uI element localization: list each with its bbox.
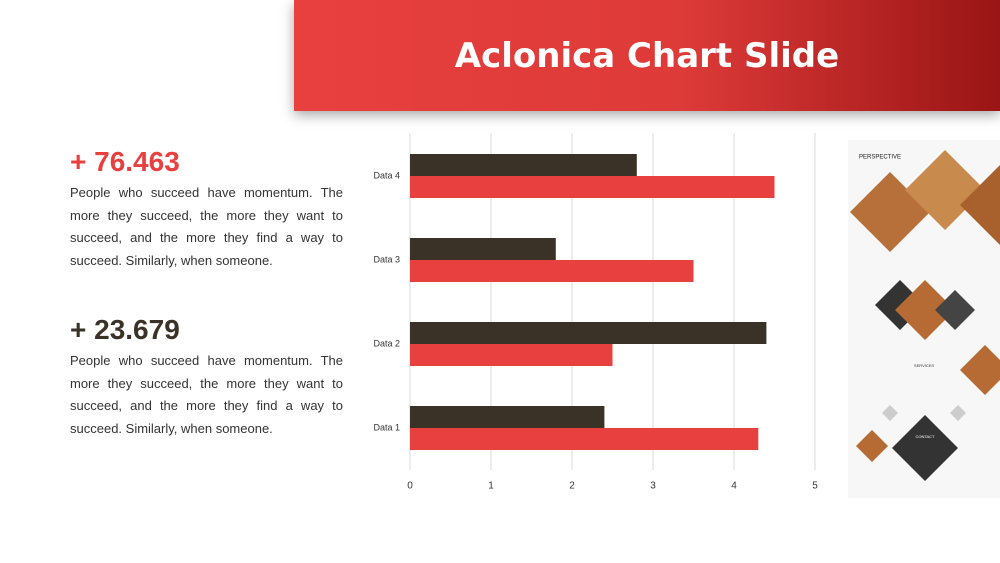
thumb-diamond <box>856 430 888 462</box>
stat: + 76.463 People who succeed have momentu… <box>70 146 343 272</box>
thumb-diamond <box>935 290 975 330</box>
thumb-contact: CONTACT <box>915 434 935 439</box>
bar <box>410 238 556 260</box>
slide-title: Aclonica Chart Slide <box>454 35 840 76</box>
y-tick-label: Data 4 <box>373 170 400 180</box>
bar <box>410 322 767 344</box>
x-tick-label: 3 <box>650 481 656 492</box>
stat: + 23.679 People who succeed have momentu… <box>70 314 343 440</box>
x-tick-label: 4 <box>731 481 737 492</box>
thumb-diamond <box>895 280 955 340</box>
x-tick-label: 0 <box>407 481 413 492</box>
bar <box>410 428 759 450</box>
thumb-diamond <box>960 345 1000 395</box>
y-tick-label: Data 2 <box>373 338 400 348</box>
stat-value: + 76.463 <box>70 146 180 177</box>
thumb-diamond <box>960 165 1000 245</box>
x-tick-label: 5 <box>812 481 818 492</box>
thumb-diamond <box>882 405 898 421</box>
stat-text: People who succeed have momentum. The mo… <box>70 353 343 436</box>
bar <box>410 344 613 366</box>
y-tick-label: Data 3 <box>373 254 400 264</box>
stat-text: People who succeed have momentum. The mo… <box>70 185 343 268</box>
thumb-diamond <box>950 405 966 421</box>
y-tick-label: Data 1 <box>373 422 400 432</box>
thumb-section: SERVICES <box>914 363 934 368</box>
thumbnail: PERSPECTIVE SERVICES CONTACT <box>848 140 1000 498</box>
stat-value: + 23.679 <box>70 314 180 345</box>
bar <box>410 176 775 198</box>
bar <box>410 260 694 282</box>
bar <box>410 154 637 176</box>
bar <box>410 406 605 428</box>
thumb-diamond <box>892 415 958 481</box>
x-tick-label: 1 <box>488 481 494 492</box>
x-tick-label: 2 <box>569 481 575 492</box>
thumb-brand: PERSPECTIVE <box>859 155 901 161</box>
header: Aclonica Chart Slide <box>294 0 1000 111</box>
